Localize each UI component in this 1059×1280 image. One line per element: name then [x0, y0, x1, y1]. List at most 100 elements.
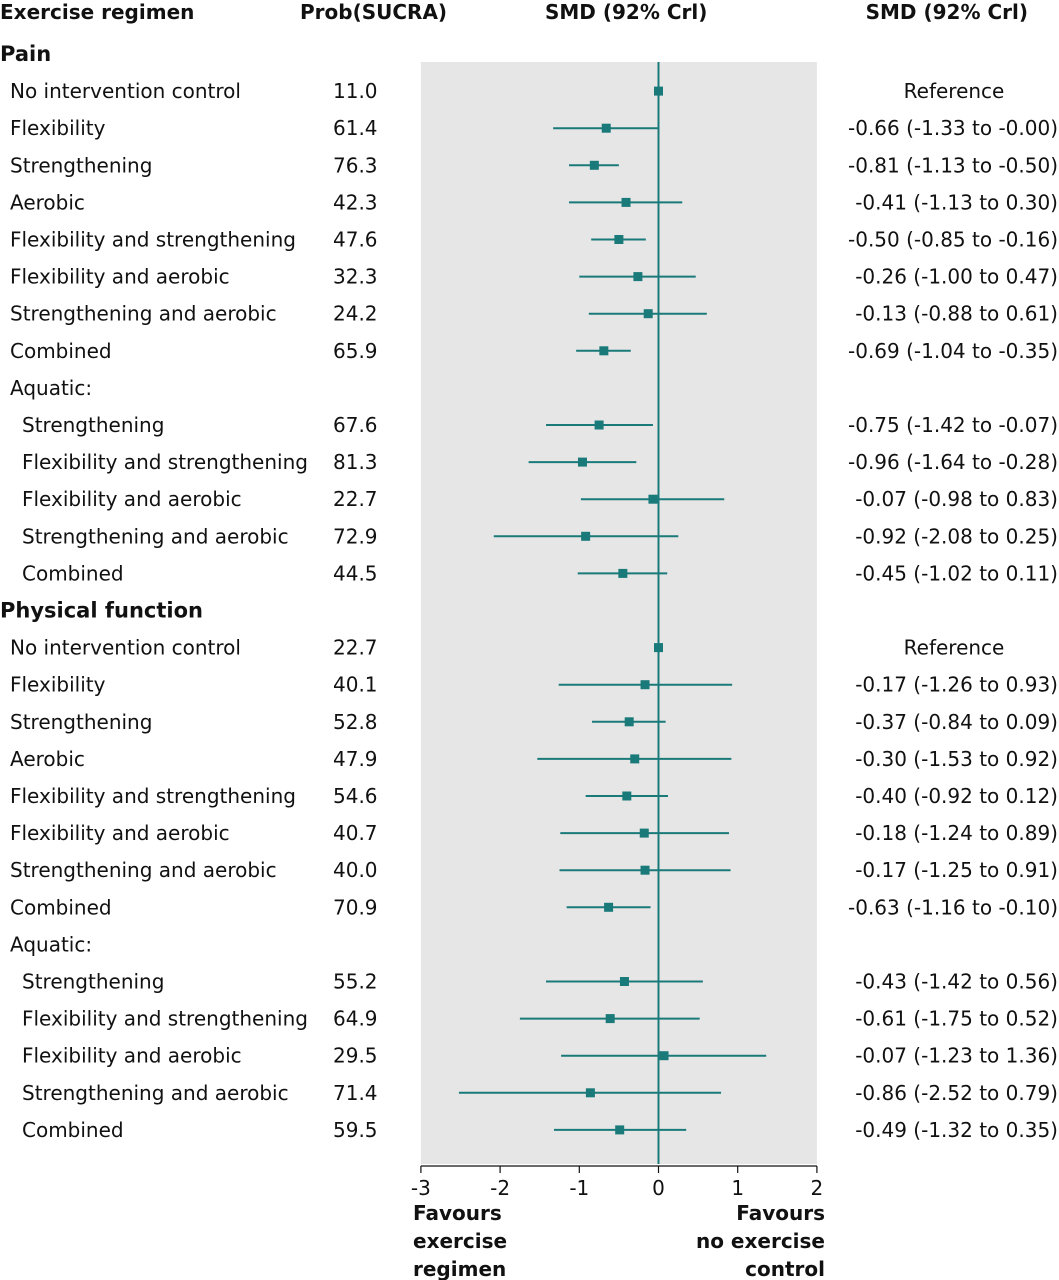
plot-panel — [420, 62, 817, 1164]
header-exercise-regimen: Exercise regimen — [0, 0, 194, 24]
point-estimate — [630, 754, 640, 764]
point-estimate — [605, 1014, 615, 1024]
point-estimate — [640, 680, 650, 690]
sucra-value: 55.2 — [333, 970, 378, 994]
estimate-text: -0.40 (-0.92 to 0.12) — [855, 784, 1058, 808]
point-estimate — [585, 1088, 595, 1098]
point-estimate — [648, 494, 658, 504]
sucra-value: 22.7 — [333, 636, 378, 660]
sucra-value: 24.2 — [333, 302, 378, 326]
estimate-text: -0.30 (-1.53 to 0.92) — [855, 747, 1058, 771]
group-label: Aquatic: — [10, 932, 92, 956]
regimen-label: No intervention control — [10, 636, 241, 660]
sucra-value: 72.9 — [333, 524, 378, 548]
estimate-text: -0.81 (-1.13 to -0.50) — [848, 153, 1058, 177]
regimen-label: Flexibility and aerobic — [10, 821, 230, 845]
point-estimate — [618, 568, 628, 578]
point-estimate — [654, 86, 663, 96]
sucra-value: 47.6 — [333, 228, 378, 252]
sucra-value: 70.9 — [333, 895, 378, 919]
sucra-value: 52.8 — [333, 710, 378, 734]
estimate-text: -0.43 (-1.42 to 0.56) — [855, 970, 1058, 994]
point-estimate — [639, 828, 649, 838]
sucra-value: 42.3 — [333, 190, 378, 214]
estimate-text: -0.37 (-0.84 to 0.09) — [855, 710, 1058, 734]
regimen-label: Strengthening — [10, 153, 152, 177]
x-tick-label: -2 — [490, 1176, 510, 1200]
sucra-value: 22.7 — [333, 487, 378, 511]
regimen-label: Strengthening — [10, 710, 152, 734]
regimen-label: Flexibility and strengthening — [10, 784, 296, 808]
favours-left-line3: regimen — [413, 1257, 506, 1280]
sucra-value: 76.3 — [333, 153, 378, 177]
point-estimate — [640, 865, 650, 875]
sucra-value: 67.6 — [333, 413, 378, 437]
estimate-text: -0.18 (-1.24 to 0.89) — [855, 821, 1058, 845]
regimen-label: Flexibility and strengthening — [22, 450, 308, 474]
estimate-text: -0.41 (-1.13 to 0.30) — [855, 190, 1058, 214]
estimate-text: -0.50 (-0.85 to -0.16) — [848, 228, 1058, 252]
estimate-text: -0.96 (-1.64 to -0.28) — [848, 450, 1058, 474]
favours-right-line3: control — [745, 1257, 825, 1280]
estimate-text: -0.07 (-1.23 to 1.36) — [855, 1044, 1058, 1068]
point-estimate — [622, 791, 632, 801]
point-estimate — [581, 531, 591, 541]
point-estimate — [619, 977, 629, 986]
section-title: Pain — [0, 42, 51, 66]
group-label: Aquatic: — [10, 376, 92, 400]
point-estimate — [601, 123, 611, 133]
sucra-value: 65.9 — [333, 339, 378, 363]
point-estimate — [594, 420, 604, 430]
regimen-label: Combined — [10, 339, 112, 363]
regimen-label: Strengthening and aerobic — [22, 1081, 289, 1105]
sucra-value: 32.3 — [333, 265, 378, 289]
point-estimate — [624, 717, 634, 727]
estimate-text: -0.49 (-1.32 to 0.35) — [855, 1118, 1058, 1142]
x-tick-label: 1 — [731, 1176, 744, 1200]
sucra-value: 81.3 — [333, 450, 378, 474]
sucra-value: 71.4 — [333, 1081, 378, 1105]
regimen-label: Combined — [22, 561, 124, 585]
regimen-label: Strengthening — [22, 970, 164, 994]
favours-right-line2: no exercise — [696, 1229, 825, 1253]
favours-right-line1: Favours — [736, 1201, 825, 1225]
estimate-text: -0.26 (-1.00 to 0.47) — [855, 265, 1058, 289]
estimate-text: -0.69 (-1.04 to -0.35) — [848, 339, 1058, 363]
estimate-text: -0.66 (-1.33 to -0.00) — [848, 116, 1058, 140]
estimate-text: -0.07 (-0.98 to 0.83) — [855, 487, 1058, 511]
point-estimate — [604, 902, 614, 912]
sucra-value: 64.9 — [333, 1007, 378, 1031]
x-tick-label: 2 — [811, 1176, 824, 1200]
section-title: Physical function — [0, 599, 203, 623]
sucra-value: 11.0 — [333, 79, 378, 103]
estimate-text: Reference — [904, 79, 1005, 103]
point-estimate — [659, 1051, 669, 1061]
regimen-label: No intervention control — [10, 79, 241, 103]
x-tick-label: 0 — [652, 1176, 665, 1200]
estimate-text: -0.17 (-1.26 to 0.93) — [855, 673, 1058, 697]
header-plot-smd: SMD (92% Crl) — [545, 0, 707, 24]
regimen-label: Combined — [22, 1118, 124, 1142]
sucra-value: 44.5 — [333, 561, 378, 585]
sucra-value: 61.4 — [333, 116, 378, 140]
estimate-text: -0.17 (-1.25 to 0.91) — [855, 858, 1058, 882]
regimen-label: Strengthening and aerobic — [10, 858, 277, 882]
sucra-value: 59.5 — [333, 1118, 378, 1142]
regimen-label: Strengthening and aerobic — [22, 524, 289, 548]
header-estimate-smd: SMD (92% Crl) — [866, 0, 1028, 24]
sucra-value: 40.1 — [333, 673, 378, 697]
sucra-value: 47.9 — [333, 747, 378, 771]
estimate-text: -0.75 (-1.42 to -0.07) — [848, 413, 1058, 437]
estimate-text: -0.13 (-0.88 to 0.61) — [855, 302, 1058, 326]
point-estimate — [633, 272, 643, 282]
point-estimate — [615, 1125, 625, 1135]
regimen-label: Flexibility and aerobic — [22, 487, 242, 511]
header-prob-sucra: Prob(SUCRA) — [300, 0, 447, 24]
estimate-text: -0.92 (-2.08 to 0.25) — [855, 524, 1058, 548]
point-estimate — [614, 235, 624, 244]
estimate-text: Reference — [904, 636, 1005, 660]
x-tick-label: -3 — [411, 1176, 431, 1200]
estimate-text: -0.63 (-1.16 to -0.10) — [848, 895, 1058, 919]
point-estimate — [621, 197, 631, 207]
